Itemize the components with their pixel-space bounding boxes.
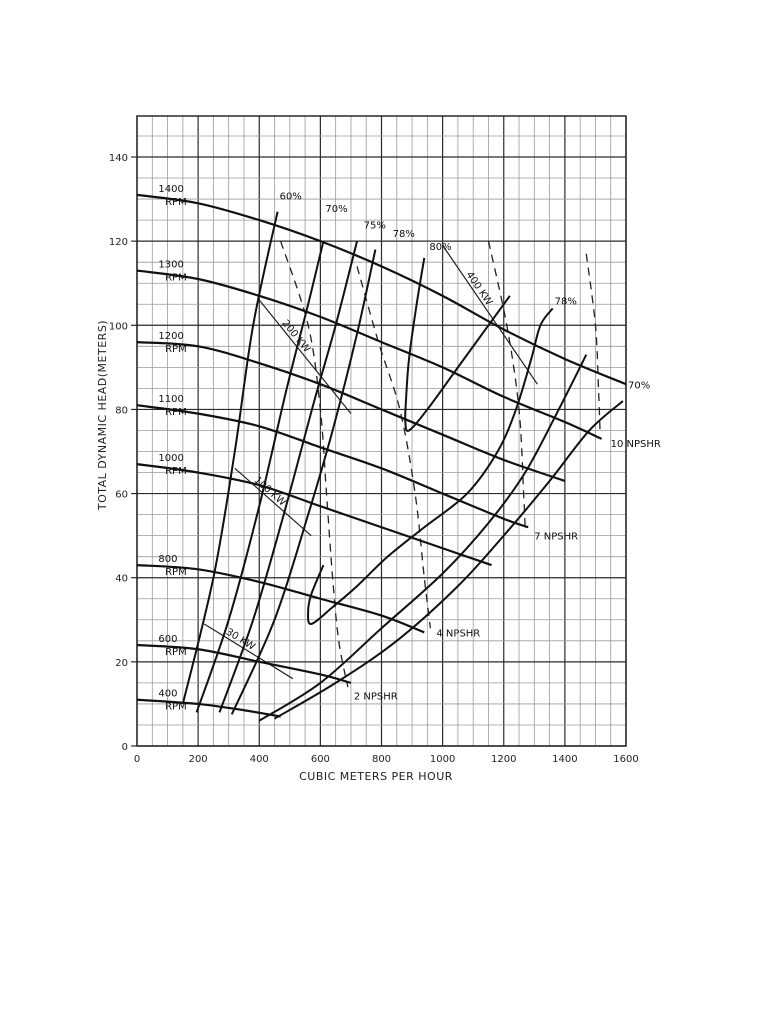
npshr-curve — [585, 253, 601, 431]
curve-labels: 1400 RPM 1300 RPM 1200 RPM 1100 RPM 1000 RPM 800 RP… — [158, 184, 660, 713]
rpm-unit-label: RPM — [165, 344, 187, 355]
plot-frame — [136, 115, 627, 747]
x-tick-label: 1000 — [430, 754, 455, 765]
rpm-curve — [136, 463, 492, 567]
rpm-unit-label: RPM — [165, 567, 187, 578]
efficiency-curve — [230, 249, 377, 715]
efficiency-curve — [307, 307, 554, 625]
power-lines — [203, 245, 538, 680]
rpm-label: 1000 — [158, 453, 183, 464]
x-tick-label: 0 — [134, 754, 140, 765]
y-tick-label: 140 — [109, 153, 128, 164]
rpm-curve — [136, 404, 529, 529]
x-tick-label: 400 — [250, 754, 269, 765]
npshr-curve — [487, 241, 526, 528]
npshr-label: 2 NPSHR — [354, 692, 398, 703]
rpm-curve — [136, 341, 566, 482]
rpm-unit-label: RPM — [165, 197, 187, 208]
npshr-label: 7 NPSHR — [534, 532, 578, 543]
npshr-curves — [280, 240, 601, 688]
efficiency-label: 80% — [429, 242, 451, 253]
rpm-curve — [136, 563, 425, 634]
rpm-label: 1400 — [158, 184, 183, 195]
x-tick-label: 1600 — [613, 754, 638, 765]
x-tick-label: 1400 — [552, 754, 577, 765]
chart-grid — [136, 115, 627, 747]
efficiency-curves — [181, 211, 624, 722]
rpm-label: 600 — [158, 634, 177, 645]
rpm-unit-label: RPM — [165, 647, 187, 658]
y-tick-label: 80 — [115, 405, 128, 416]
x-tick-label: 800 — [372, 754, 391, 765]
rpm-label: 1300 — [158, 260, 183, 271]
x-tick-label: 1200 — [491, 754, 516, 765]
efficiency-curve — [404, 257, 511, 432]
power-line — [442, 245, 538, 385]
power-label: 400 KW — [463, 270, 494, 308]
rpm-unit-label: RPM — [165, 466, 187, 477]
y-tick-label: 120 — [109, 237, 128, 248]
rpm-label: 1100 — [158, 394, 183, 405]
power-line — [203, 623, 294, 680]
rpm-label: 400 — [158, 689, 177, 700]
y-tick-label: 40 — [115, 574, 128, 585]
rpm-unit-label: RPM — [165, 407, 187, 418]
axis-ticks: 0 200 400 600 800 1000 1200 1400 1600 0 20 40 60 80 10… — [109, 153, 639, 765]
x-tick-label: 600 — [311, 754, 330, 765]
y-tick-label: 60 — [115, 490, 128, 501]
y-tick-label: 20 — [115, 658, 128, 669]
efficiency-curve — [218, 240, 359, 713]
rpm-unit-label: RPM — [165, 702, 187, 713]
rpm-curve — [136, 269, 603, 440]
npshr-curve — [280, 240, 349, 688]
npshr-label: 10 NPSHR — [611, 439, 661, 450]
rpm-curve — [136, 698, 281, 718]
y-tick-label: 0 — [122, 742, 128, 753]
efficiency-label: 78% — [393, 229, 415, 240]
power-line — [234, 467, 312, 537]
efficiency-label: 70% — [628, 381, 650, 392]
rpm-curve — [136, 643, 352, 684]
efficiency-curve — [258, 354, 588, 722]
rpm-curve — [136, 193, 627, 386]
efficiency-label: 70% — [325, 204, 347, 215]
rpm-unit-label: RPM — [165, 273, 187, 284]
y-tick-label: 100 — [109, 321, 128, 332]
x-axis-title: CUBIC METERS PER HOUR — [299, 770, 453, 783]
efficiency-curve — [195, 240, 325, 713]
x-tick-label: 200 — [189, 754, 208, 765]
efficiency-label: 78% — [555, 296, 577, 307]
rpm-label: 800 — [158, 554, 177, 565]
power-line — [258, 299, 352, 415]
efficiency-curve — [181, 211, 279, 705]
rpm-label: 1200 — [158, 331, 183, 342]
rpm-head-curves — [136, 193, 627, 718]
npshr-curve — [356, 266, 432, 629]
y-axis-title: TOTAL DYNAMIC HEAD(METERS) — [96, 320, 109, 511]
efficiency-label: 75% — [364, 221, 386, 232]
npshr-label: 4 NPSHR — [436, 628, 480, 639]
efficiency-label: 60% — [280, 191, 302, 202]
